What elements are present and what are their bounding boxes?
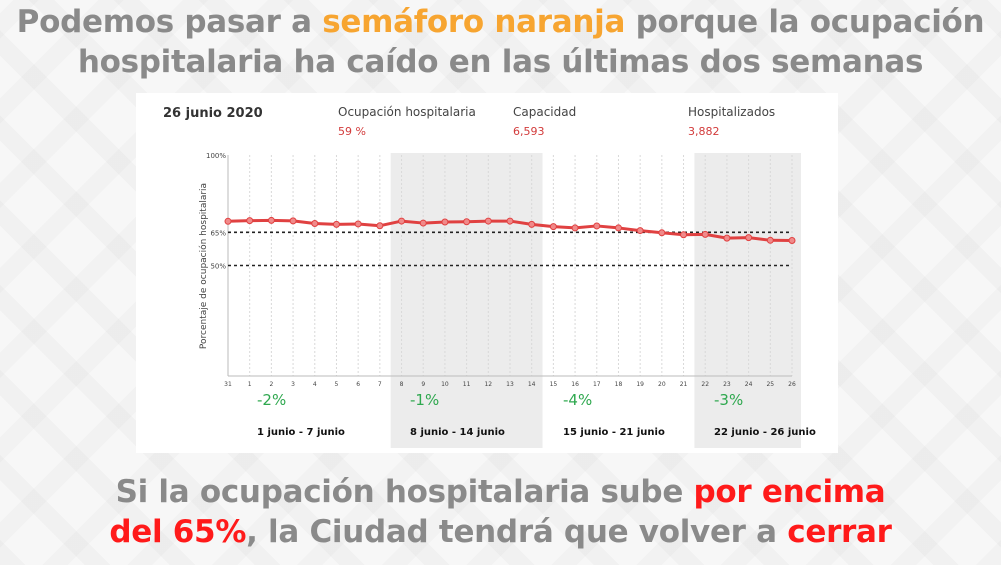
data-point (571, 224, 579, 232)
y-tick-label: 50% (210, 263, 226, 271)
data-point (376, 222, 384, 230)
headline-text-1: Podemos pasar a (16, 4, 323, 40)
week-change-2: -1% (410, 391, 439, 409)
x-tick-label: 26 (788, 381, 796, 388)
footer-highlight-2: del 65% (109, 514, 247, 550)
x-tick-label: 10 (441, 381, 449, 388)
x-tick-label: 9 (421, 381, 425, 388)
y-tick-label: 100% (206, 152, 226, 160)
x-tick-label: 6 (356, 381, 360, 388)
data-point (398, 217, 406, 225)
x-tick-label: 15 (550, 381, 558, 388)
footer-highlight-3: cerrar (787, 514, 892, 550)
data-point (463, 218, 471, 226)
x-tick-label: 4 (313, 381, 317, 388)
headline-text-2: porque la ocupación (625, 4, 985, 40)
x-tick-label: 24 (745, 381, 753, 388)
week-change-4: -3% (714, 391, 743, 409)
x-tick-label: 13 (506, 381, 514, 388)
x-tick-label: 3 (291, 381, 295, 388)
data-point (614, 224, 622, 232)
x-tick-label: 16 (571, 381, 579, 388)
footer-text-1: Si la ocupación hospitalaria sube (115, 474, 694, 510)
y-axis-label: Porcentaje de ocupación hospitalaria (198, 183, 209, 349)
occupancy-stat: Ocupación hospitalaria 59 % (338, 105, 476, 138)
hospitalized-label: Hospitalizados (688, 105, 776, 119)
x-tick-label: 8 (400, 381, 404, 388)
occupancy-label: Ocupación hospitalaria (338, 105, 476, 119)
week-change-3: -4% (563, 391, 592, 409)
x-tick-label: 21 (680, 381, 688, 388)
data-point (745, 234, 753, 242)
week-range-1: 1 junio - 7 junio (257, 427, 345, 438)
hospitalized-stat: Hospitalizados 3,882 (688, 105, 775, 138)
x-tick-label: 7 (378, 381, 382, 388)
data-point (484, 217, 492, 225)
x-tick-label: 25 (766, 381, 774, 388)
data-point (723, 234, 731, 242)
x-tick-label: 22 (701, 381, 709, 388)
data-point (224, 217, 232, 225)
x-tick-label: 23 (723, 381, 731, 388)
x-tick-label: 17 (593, 381, 601, 388)
data-point (332, 220, 340, 228)
x-tick-label: 1 (248, 381, 252, 388)
footer-message: Si la ocupación hospitalaria sube por en… (0, 472, 1001, 552)
data-point (766, 236, 774, 244)
x-tick-label: 20 (658, 381, 666, 388)
data-point (441, 218, 449, 226)
x-tick-label: 31 (224, 381, 232, 388)
report-date: 26 junio 2020 (163, 106, 263, 121)
week-band-4 (694, 153, 801, 448)
data-point (549, 223, 557, 231)
x-tick-label: 18 (615, 381, 623, 388)
data-point (636, 227, 644, 235)
data-point (246, 217, 254, 225)
headline-line-2: hospitalaria ha caído en las últimas dos… (77, 44, 924, 80)
data-point (354, 220, 362, 228)
capacity-label: Capacidad (513, 105, 577, 119)
x-tick-label: 5 (335, 381, 339, 388)
x-tick-label: 14 (528, 381, 536, 388)
data-point (593, 222, 601, 230)
data-point (528, 220, 536, 228)
footer-highlight-1: por encima (693, 474, 886, 510)
data-point (311, 220, 319, 228)
data-point (658, 229, 666, 237)
week-range-2: 8 junio - 14 junio (410, 427, 505, 438)
x-tick-label: 2 (269, 381, 273, 388)
x-tick-label: 11 (463, 381, 471, 388)
week-range-3: 15 junio - 21 junio (563, 427, 665, 438)
week-range-4: 22 junio - 26 junio (714, 427, 816, 438)
y-tick-label: 65% (210, 229, 226, 237)
week-change-1: -2% (257, 391, 286, 409)
headline: Podemos pasar a semáforo naranja porque … (0, 2, 1001, 82)
data-point (680, 231, 688, 239)
data-point (788, 237, 796, 245)
capacity-stat: Capacidad 6,593 (513, 105, 576, 138)
data-point (506, 217, 514, 225)
capacity-value: 6,593 (513, 125, 545, 138)
occupancy-value: 59 % (338, 125, 366, 138)
data-point (701, 230, 709, 238)
headline-highlight: semáforo naranja (322, 4, 626, 40)
x-tick-label: 19 (636, 381, 644, 388)
hospitalized-value: 3,882 (688, 125, 720, 138)
data-point (267, 216, 275, 224)
data-point (419, 219, 427, 227)
data-point (289, 217, 297, 225)
footer-text-2: , la Ciudad tendrá que volver a (246, 514, 788, 550)
x-tick-label: 12 (484, 381, 492, 388)
